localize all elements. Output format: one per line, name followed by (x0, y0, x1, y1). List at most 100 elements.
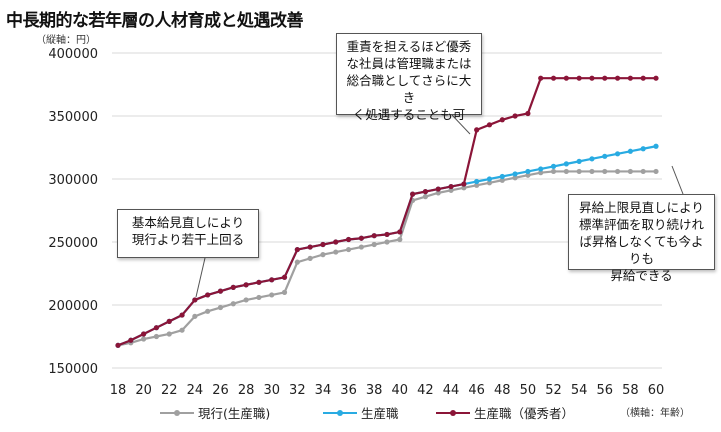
data-point-current (486, 180, 493, 186)
x-tick-label: 42 (417, 383, 434, 398)
data-point-excellent (141, 331, 147, 337)
data-point-current (166, 331, 172, 337)
data-point-current (205, 308, 211, 314)
y-tick-label: 200000 (48, 299, 98, 314)
y-axis-unit: （縦軸：円） (36, 35, 96, 46)
data-point-current (602, 168, 608, 175)
data-point-excellent (550, 75, 557, 81)
data-point-production (525, 168, 531, 175)
data-point-excellent (269, 277, 275, 283)
callout-salary-cap: 昇給上限見直しにより 標準評価を取り続けれ ば昇格しなくても今よりも 昇給できる (568, 194, 715, 283)
data-point-current (422, 194, 429, 200)
data-point-current (333, 249, 339, 255)
data-point-current (320, 252, 326, 258)
data-point-production (614, 151, 621, 157)
data-point-excellent (422, 189, 429, 195)
data-point-production (512, 171, 518, 177)
x-axis-unit: （横軸：年齢） (620, 408, 690, 419)
data-point-excellent (205, 292, 211, 298)
data-point-production (602, 153, 608, 159)
y-tick-label: 350000 (48, 110, 98, 125)
data-point-excellent (397, 229, 403, 235)
callout-excellent: 重責を担えるほど優秀 な社員は管理職または 総合職としてさらに大き く処遇するこ… (336, 33, 482, 122)
data-point-excellent (307, 244, 313, 250)
x-tick-label: 44 (443, 383, 460, 398)
data-point-production (550, 163, 557, 169)
data-point-excellent (499, 117, 505, 123)
x-tick-label: 40 (392, 383, 409, 398)
x-tick-label: 22 (161, 383, 178, 398)
data-point-current (243, 297, 249, 303)
data-point-excellent (115, 342, 121, 348)
data-point-excellent (461, 181, 467, 187)
data-point-production (499, 173, 505, 180)
legend-label-production: 生産職 (361, 406, 399, 421)
data-point-current (371, 241, 377, 248)
data-point-current (435, 190, 441, 196)
data-point-excellent (192, 297, 198, 303)
data-point-excellent (614, 75, 621, 81)
data-point-excellent (653, 75, 659, 81)
legend-label-excellent: 生産職（優秀者） (474, 406, 575, 421)
data-point-excellent (486, 122, 493, 128)
data-point-excellent (576, 75, 582, 81)
x-tick-label: 30 (263, 383, 280, 398)
data-point-current (397, 236, 403, 243)
x-tick-label: 48 (494, 383, 511, 398)
data-point-excellent (333, 239, 339, 245)
data-point-production (653, 143, 659, 149)
legend-item-current: 現行(生産職) (160, 403, 270, 422)
x-tick-label: 58 (622, 383, 639, 398)
legend-item-production: 生産職 (323, 403, 399, 422)
y-tick-label: 150000 (48, 362, 98, 377)
legend-swatch-current (160, 408, 194, 418)
data-point-current (192, 313, 198, 319)
data-point-excellent (602, 75, 608, 81)
x-tick-label: 38 (366, 383, 383, 398)
callout-pointer-excellent (451, 114, 471, 135)
x-tick-label: 46 (468, 383, 485, 398)
y-tick-label: 400000 (48, 47, 98, 62)
chart-title: 中長期的な若年層の人材育成と処遇改善 (6, 11, 304, 31)
data-point-excellent (153, 325, 160, 331)
data-point-current (538, 170, 544, 176)
x-tick-label: 32 (289, 383, 306, 398)
legend-swatch-production (323, 408, 357, 418)
data-point-excellent (371, 233, 377, 239)
data-point-excellent (281, 274, 288, 280)
data-point-excellent (256, 279, 262, 285)
data-point-current (358, 244, 364, 250)
x-tick-label: 54 (571, 383, 588, 398)
data-point-current (448, 187, 454, 193)
x-tick-label: 56 (596, 383, 613, 398)
data-point-current (640, 168, 646, 175)
data-point-current (499, 177, 505, 183)
x-tick-label: 20 (135, 383, 152, 398)
data-point-current (345, 246, 352, 253)
data-point-production (589, 156, 595, 162)
data-point-current (627, 168, 633, 175)
data-point-production (474, 178, 480, 185)
data-point-current (307, 255, 313, 261)
callout-base-salary: 基本給見直しにより 現行より若干上回る (117, 209, 259, 258)
data-point-current (384, 239, 390, 245)
x-tick-label: 52 (545, 383, 562, 398)
x-tick-label: 36 (340, 383, 357, 398)
x-tick-label: 18 (110, 383, 127, 398)
data-point-current (550, 168, 557, 175)
data-point-excellent (230, 284, 236, 290)
data-point-production (563, 161, 569, 167)
legend-label-current: 現行(生産職) (198, 406, 271, 421)
data-point-excellent (345, 236, 352, 243)
data-point-current (512, 175, 518, 181)
data-point-current (474, 182, 480, 188)
data-point-excellent (179, 312, 185, 318)
legend-swatch-excellent (436, 408, 470, 418)
data-point-current (217, 304, 224, 311)
x-tick-label: 26 (212, 383, 229, 398)
data-point-excellent (525, 110, 531, 117)
data-point-excellent (640, 75, 646, 81)
data-point-current (256, 294, 262, 301)
data-point-excellent (512, 113, 518, 119)
